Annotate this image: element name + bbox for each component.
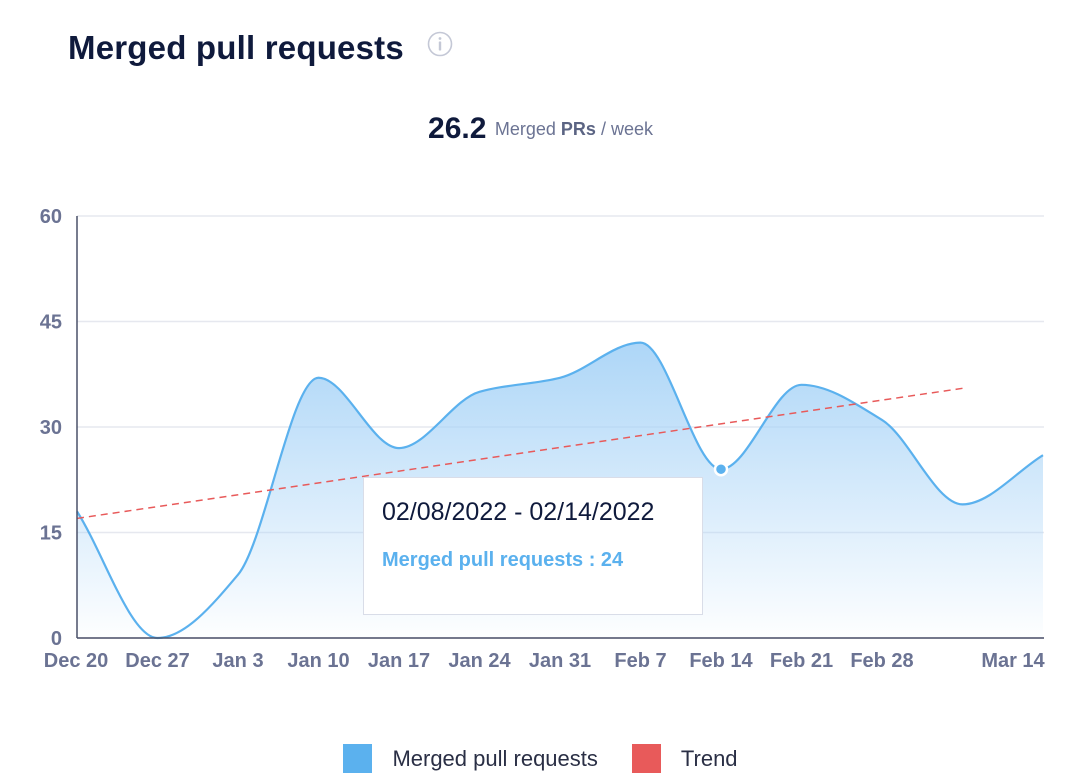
axes: [76, 216, 1044, 639]
metric-label: Merged PRs / week: [495, 119, 653, 139]
x-tick-label: Jan 24: [448, 650, 511, 672]
tooltip-date-range: 02/08/2022 - 02/14/2022: [382, 498, 655, 526]
y-axis-labels: 0 15 30 45 60: [40, 206, 62, 650]
chart-legend: Merged pull requests Trend: [0, 744, 1081, 773]
x-tick-label: Dec 20: [44, 650, 109, 672]
metric-label-prefix: Merged: [494, 118, 561, 139]
x-tick-label: Jan 3: [212, 650, 263, 672]
y-tick-label: 0: [51, 628, 62, 650]
x-tick-label: Jan 31: [529, 650, 591, 672]
series-line: [76, 341, 1044, 640]
metric-label-strong: PRs: [560, 118, 596, 139]
tooltip-value: Merged pull requests : 24: [382, 549, 624, 571]
legend-swatch-trend: [631, 744, 661, 773]
legend-swatch-merged: [343, 744, 373, 773]
x-axis-labels: Dec 20 Dec 27 Jan 3 Jan 10 Jan 17 Jan 24 Jan 3…: [44, 650, 1046, 672]
metric-summary: 26.2 Merged PRs / week: [0, 112, 1081, 146]
trend-line: [76, 387, 963, 520]
x-tick-label: Feb 7: [614, 650, 666, 672]
x-tick-label: Jan 10: [287, 650, 349, 672]
highlight-point[interactable]: [713, 461, 729, 477]
metric-value: 26.2: [428, 112, 487, 145]
x-tick-label: Mar 14: [981, 650, 1045, 672]
highlight-point-group: [713, 461, 729, 477]
y-tick-label: 60: [40, 206, 62, 228]
legend-item-trend[interactable]: Trend: [631, 744, 738, 773]
x-tick-label: Feb 28: [850, 650, 913, 672]
legend-label-trend: Trend: [680, 745, 738, 771]
chart-tooltip: 02/08/2022 - 02/14/2022 Merged pull requ…: [363, 477, 703, 615]
x-tick-label: Feb 14: [689, 650, 753, 672]
legend-item-merged[interactable]: Merged pull requests: [343, 744, 598, 773]
chart-title: Merged pull requests: [68, 29, 404, 66]
y-tick-label: 45: [40, 312, 62, 334]
info-icon[interactable]: [427, 31, 453, 57]
x-tick-label: Feb 21: [770, 650, 833, 672]
metric-label-suffix: / week: [595, 118, 653, 139]
trend-line-group: [76, 387, 963, 520]
legend-label-merged: Merged pull requests: [392, 745, 598, 771]
y-tick-label: 30: [40, 417, 62, 439]
y-tick-label: 15: [40, 523, 62, 545]
x-tick-label: Jan 17: [368, 650, 430, 672]
x-tick-label: Dec 27: [125, 650, 190, 672]
